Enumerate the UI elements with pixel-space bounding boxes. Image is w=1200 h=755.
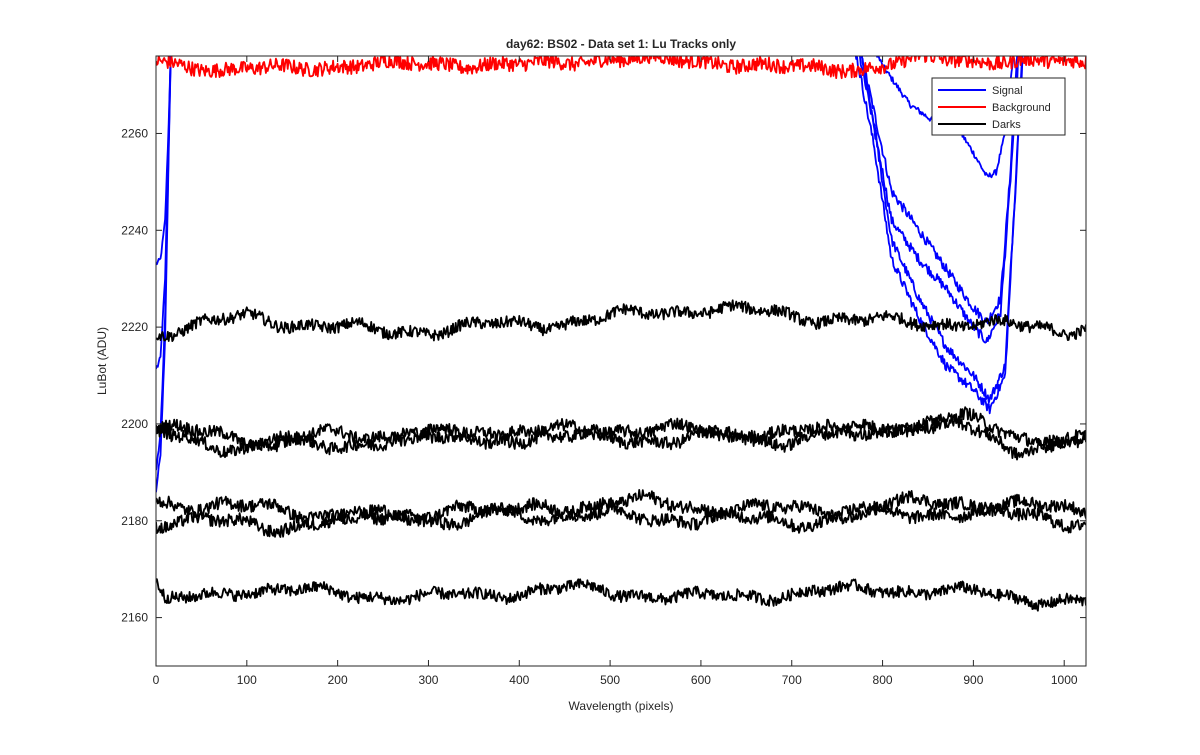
- series-line-darks-14: [156, 499, 1086, 538]
- x-tick-label-5: 500: [600, 673, 620, 687]
- tick-layer: 0 100 200 300 400 500 600 700 800 900 1000 2160 2180…: [121, 56, 1086, 687]
- series-line-darks-10: [156, 299, 1086, 342]
- x-tick-label-9: 900: [963, 673, 983, 687]
- series-line-darks-13: [156, 489, 1086, 531]
- x-tick-label-10: 1000: [1051, 673, 1078, 687]
- series-line-darks-11: [156, 406, 1086, 454]
- y-tick-label-5: 2260: [121, 126, 148, 140]
- legend-label-darks: Darks: [992, 119, 1021, 131]
- series-line-darks-12: [156, 412, 1086, 461]
- y-tick-label-2: 2200: [121, 417, 148, 431]
- chart-title: day62: BS02 - Data set 1: Lu Tracks only: [506, 37, 736, 51]
- x-tick-label-4: 400: [509, 673, 529, 687]
- series-layer: [156, 56, 1086, 612]
- series-line-signal-3: [156, 56, 172, 493]
- legend-label-background: Background: [992, 102, 1051, 114]
- x-tick-label-2: 200: [328, 673, 348, 687]
- y-tick-label-3: 2220: [121, 320, 148, 334]
- series-line-darks-15: [156, 578, 1086, 612]
- plot-background: [156, 56, 1086, 666]
- y-tick-label-4: 2240: [121, 223, 148, 237]
- x-tick-label-6: 600: [691, 673, 711, 687]
- y-tick-label-1: 2180: [121, 514, 148, 528]
- legend-label-signal: Signal: [992, 85, 1023, 97]
- series-line-signal-8: [854, 56, 1024, 415]
- plot-frame: [155, 55, 1087, 667]
- legend[interactable]: Signal Background Darks: [931, 77, 1066, 136]
- y-axis-label: LuBot (ADU): [95, 327, 109, 395]
- y-tick-label-0: 2160: [121, 611, 148, 625]
- x-tick-label-1: 100: [237, 673, 257, 687]
- series-line-signal-7: [859, 56, 1023, 404]
- x-tick-label-3: 300: [418, 673, 438, 687]
- x-tick-label-0: 0: [153, 673, 160, 687]
- x-tick-label-8: 800: [873, 673, 893, 687]
- series-line-signal-6: [860, 56, 1020, 344]
- x-tick-label-7: 700: [782, 673, 802, 687]
- x-axis-label: Wavelength (pixels): [569, 699, 674, 713]
